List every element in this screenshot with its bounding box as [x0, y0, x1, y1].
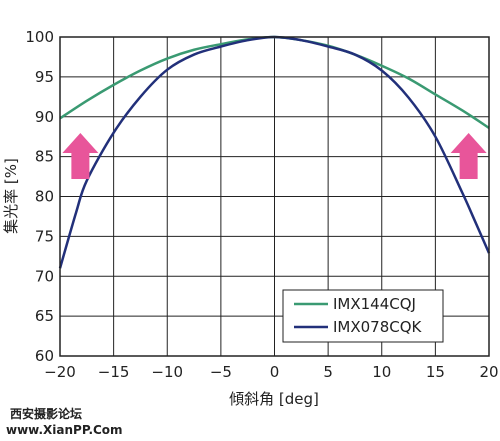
- y-tick-label: 80: [35, 188, 54, 206]
- x-tick-label: 15: [426, 363, 445, 381]
- legend: IMX144CQJ IMX078CQK: [282, 289, 444, 343]
- grid: [60, 37, 489, 356]
- x-tick-label: −15: [98, 363, 130, 381]
- y-tick-label: 75: [35, 227, 54, 245]
- y-tick-label: 90: [35, 108, 54, 126]
- legend-box: [282, 289, 444, 343]
- arrow-up-icon-right: [450, 133, 487, 179]
- y-tick-label: 95: [35, 68, 54, 86]
- legend-label-imx078cqk: IMX078CQK: [333, 318, 423, 336]
- y-tick-label: 65: [35, 307, 54, 325]
- y-tick-label: 100: [25, 28, 54, 46]
- y-tick-label: 60: [35, 347, 54, 365]
- x-tick-label: 0: [270, 363, 280, 381]
- legend-label-imx144cqj: IMX144CQJ: [333, 295, 416, 313]
- x-tick-label: −5: [210, 363, 232, 381]
- watermark-line2: www.XianPP.Com: [6, 423, 123, 437]
- watermark-line1: 西安摄影论坛: [10, 406, 82, 421]
- x-tick-label: −20: [44, 363, 76, 381]
- arrow-up-icon-left: [62, 133, 99, 179]
- y-tick-label: 85: [35, 148, 54, 166]
- x-axis-label: 傾斜角 [deg]: [229, 390, 319, 408]
- y-tick-labels: 60 65 70 75 80 85 90 95 100: [25, 28, 54, 365]
- x-tick-label: −10: [151, 363, 183, 381]
- y-tick-label: 70: [35, 267, 54, 285]
- plot-frame: [59, 36, 490, 357]
- x-tick-label: 20: [479, 363, 498, 381]
- x-tick-labels: −20 −15 −10 −5 0 5 10 15 20: [44, 363, 498, 381]
- x-tick-label: 10: [372, 363, 391, 381]
- y-axis-label: 集光率 [%]: [2, 158, 20, 234]
- arrows-group: [62, 133, 487, 179]
- x-tick-label: 5: [323, 363, 333, 381]
